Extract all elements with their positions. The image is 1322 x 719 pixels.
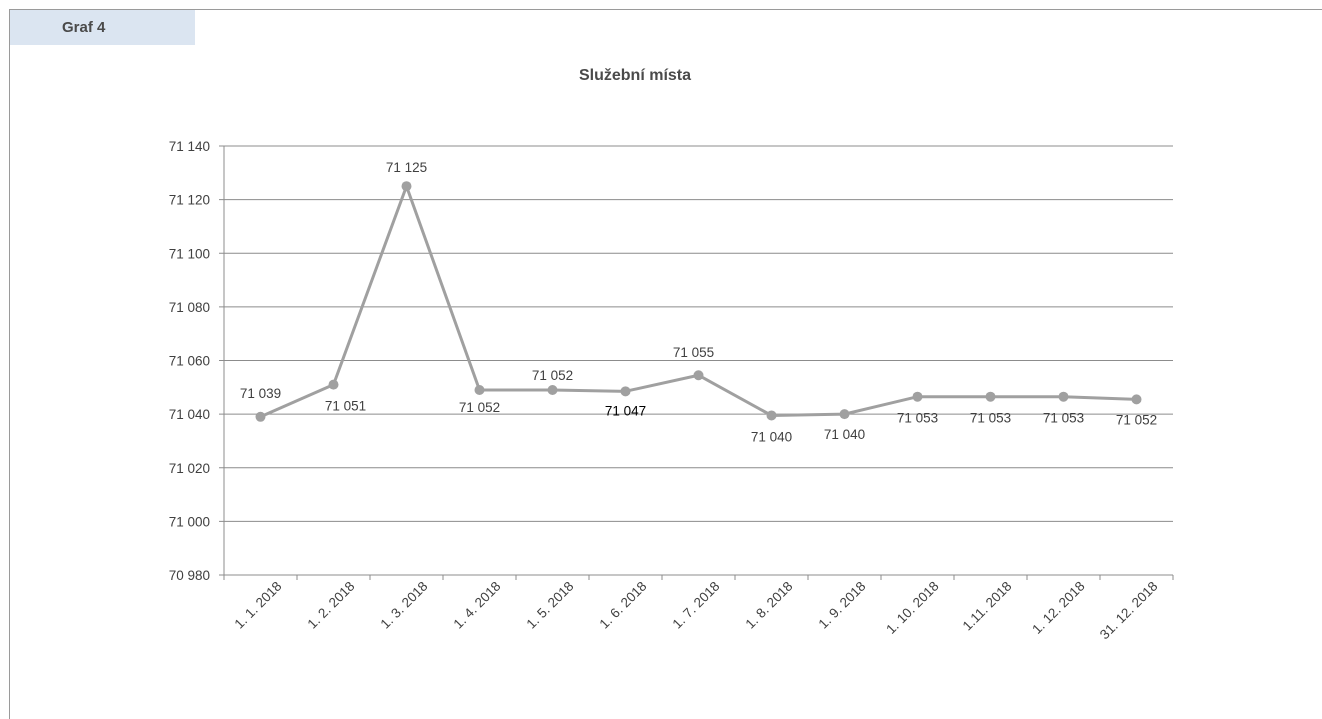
x-tick-label: 1. 8. 2018 (743, 579, 796, 632)
x-axis: 1. 1. 2018 1. 2. 2018 1. 3. 2018 1. 4. 2018… (223, 146, 1174, 643)
data-point (912, 391, 923, 402)
x-tick-label: 1. 3. 2018 (378, 579, 431, 632)
data-label: 71 040 (751, 429, 792, 444)
data-point (401, 181, 412, 192)
data-label: 71 052 (1116, 412, 1157, 427)
x-tick-label: 31. 12. 2018 (1097, 579, 1161, 643)
data-label: 71 051 (325, 399, 366, 414)
x-tick-label: 1. 4. 2018 (451, 579, 504, 632)
data-point (1058, 391, 1069, 402)
y-tick-label: 71 020 (169, 461, 210, 476)
data-point (547, 384, 558, 395)
chart-title: Služební místa (579, 67, 691, 84)
x-tick-label: 1. 12. 2018 (1029, 579, 1087, 637)
data-point (620, 386, 631, 397)
y-tick-label: 71 040 (169, 407, 210, 422)
graph-tag: Graf 4 (10, 10, 195, 45)
data-point (1131, 394, 1142, 405)
y-tick-label: 71 100 (169, 246, 210, 261)
y-tick-label: 70 980 (169, 568, 210, 583)
data-labels: 71 039 71 051 71 125 71 052 71 052 71 047 71 0… (240, 160, 1157, 444)
grid-lines (224, 145, 1173, 522)
x-tick-label: 1.11. 2018 (960, 579, 1015, 634)
data-point (693, 370, 704, 381)
series-line (259, 184, 1137, 419)
series-group (255, 181, 1142, 422)
x-tick-label: 1. 5. 2018 (524, 579, 577, 632)
graph-tag-label: Graf 4 (62, 19, 106, 36)
data-label: 71 053 (897, 411, 938, 426)
x-tick-label: 1. 1. 2018 (232, 579, 285, 632)
y-tick-label: 71 120 (169, 193, 210, 208)
y-tick-label: 71 060 (169, 354, 210, 369)
x-tick-label: 1. 9. 2018 (816, 579, 869, 632)
data-label: 71 055 (673, 345, 714, 360)
data-label: 71 052 (459, 400, 500, 415)
data-label: 71 052 (532, 368, 573, 383)
data-label: 71 125 (386, 160, 427, 175)
x-tick-label: 1. 2. 2018 (305, 579, 358, 632)
data-label: 71 053 (1043, 411, 1084, 426)
y-tick-label: 71 140 (169, 139, 210, 154)
x-tick-label: 1. 6. 2018 (597, 579, 650, 632)
x-tick-label: 1. 7. 2018 (670, 579, 723, 632)
data-point (328, 379, 339, 390)
x-tick-label: 1. 10. 2018 (883, 579, 941, 637)
data-label: 71 039 (240, 386, 281, 401)
data-label: 71 047 (605, 403, 646, 418)
y-tick-label: 71 000 (169, 514, 210, 529)
data-point (474, 384, 485, 395)
data-point (985, 391, 996, 402)
y-axis-ticks: 70 980 71 000 71 020 71 040 71 060 71 080 71 1… (169, 139, 224, 583)
chart-frame (9, 9, 1322, 719)
data-point (255, 411, 266, 422)
y-tick-label: 71 080 (169, 300, 210, 315)
data-point (766, 410, 777, 421)
data-point (839, 409, 850, 420)
data-label: 71 040 (824, 427, 865, 442)
data-label: 71 053 (970, 411, 1011, 426)
